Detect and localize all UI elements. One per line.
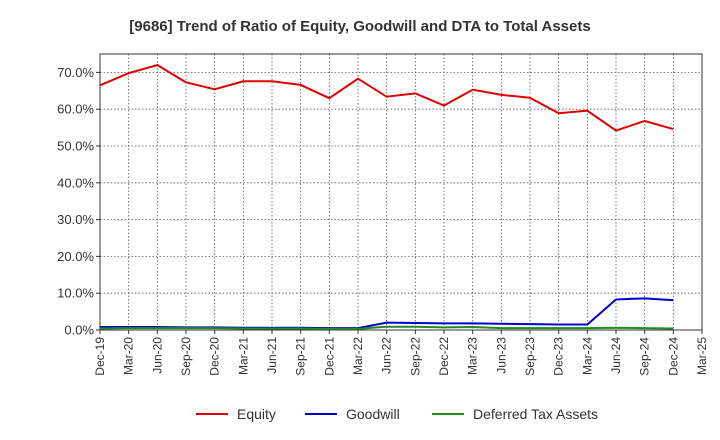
series-line-equity	[99, 64, 674, 132]
x-tick-label: Dec-23	[552, 337, 566, 376]
grid-layer	[100, 54, 702, 330]
x-tick-label: Jun-24	[609, 337, 623, 374]
legend-label-deferred-tax-assets: Deferred Tax Assets	[473, 406, 598, 422]
x-tick-label: Jun-22	[380, 337, 394, 374]
x-tick-label: Dec-22	[437, 337, 451, 376]
x-tick-label: Sep-23	[523, 337, 537, 376]
legend: Equity Goodwill Deferred Tax Assets	[196, 406, 598, 422]
x-tick-label: Jun-23	[494, 337, 508, 374]
x-tick-label: Dec-21	[322, 337, 336, 376]
x-tick-label: Mar-23	[466, 337, 480, 375]
y-tick-label: 10.0%	[57, 286, 94, 301]
x-tick-label: Mar-21	[236, 337, 250, 375]
x-tick-label: Dec-19	[93, 337, 107, 376]
x-tick-label: Jun-20	[150, 337, 164, 374]
axis-layer: 0.0% 10.0% 20.0% 30.0% 40.0% 50.0% 60.0% 70.0% D…	[57, 53, 709, 376]
x-tick-label: Dec-24	[666, 337, 680, 376]
x-tick-label: Jun-21	[265, 337, 279, 374]
y-tick-label: 50.0%	[57, 139, 94, 154]
x-tick-label: Mar-20	[122, 337, 136, 375]
series-line-deferred-tax-assets	[99, 325, 674, 330]
y-tick-label: 60.0%	[57, 102, 94, 117]
x-tick-label: Mar-24	[580, 337, 594, 375]
legend-label-equity: Equity	[237, 406, 276, 422]
x-tick-label: Sep-24	[638, 337, 652, 376]
chart-title: [9686] Trend of Ratio of Equity, Goodwil…	[129, 18, 590, 35]
y-tick-label: 20.0%	[57, 249, 94, 264]
x-tick-label: Sep-20	[179, 337, 193, 376]
x-tick-label: Dec-20	[208, 337, 222, 376]
legend-label-goodwill: Goodwill	[346, 406, 400, 422]
x-tick-label: Mar-22	[351, 337, 365, 375]
series-layer	[99, 64, 674, 330]
x-tick-label: Sep-22	[408, 337, 422, 376]
y-tick-label: 40.0%	[57, 175, 94, 190]
y-tick-label: 30.0%	[57, 212, 94, 227]
y-tick-label: 0.0%	[64, 323, 94, 338]
x-tick-label: Mar-25	[695, 337, 709, 375]
y-tick-label: 70.0%	[57, 65, 94, 80]
plot-frame	[99, 53, 703, 331]
x-tick-label: Sep-21	[294, 337, 308, 376]
